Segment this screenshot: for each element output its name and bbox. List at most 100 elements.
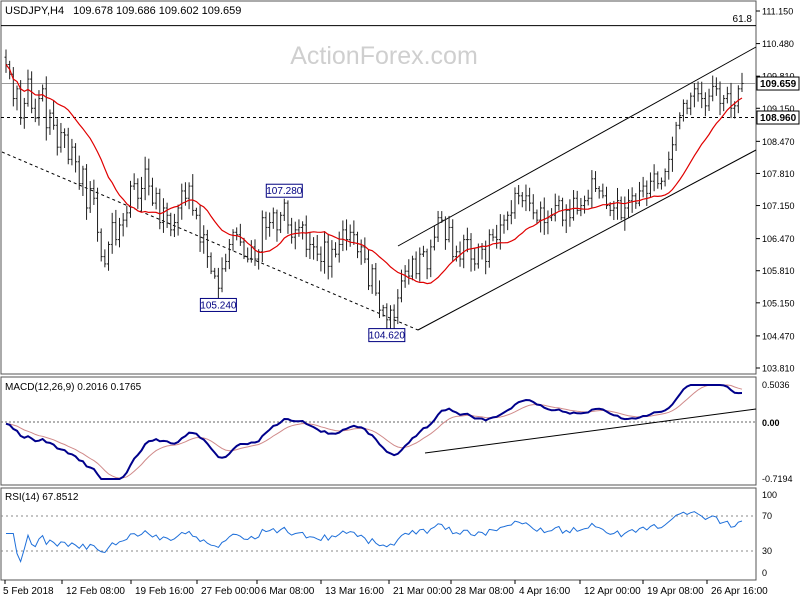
price-bar xyxy=(553,193,557,222)
price-bar xyxy=(612,200,616,221)
level-price-label: 108.960 xyxy=(760,113,797,124)
price-bar xyxy=(528,187,532,212)
price-bar xyxy=(725,86,729,104)
price-bar xyxy=(692,83,696,108)
price-bar xyxy=(315,234,319,262)
price-bar xyxy=(348,224,352,247)
price-tick: 107.810 xyxy=(762,169,795,179)
price-bar xyxy=(323,231,327,274)
price-bar xyxy=(114,209,118,246)
price-bars xyxy=(4,49,744,331)
price-bar xyxy=(238,223,242,246)
price-bar xyxy=(572,190,576,221)
time-tick: 13 Mar 16:00 xyxy=(325,586,384,597)
price-bar xyxy=(367,249,371,291)
price-bar xyxy=(22,97,26,129)
price-bar xyxy=(601,183,605,199)
time-axis: 5 Feb 2018 12 Feb 08:00 19 Feb 16:00 27 Feb… xyxy=(3,580,768,597)
price-bar xyxy=(399,269,403,303)
rsi-tick-100: 100 xyxy=(762,490,777,500)
price-bar xyxy=(443,216,447,250)
price-bar xyxy=(520,192,524,208)
price-bar xyxy=(641,176,645,198)
price-bar xyxy=(150,177,154,206)
price-bar xyxy=(41,84,45,102)
price-bar xyxy=(103,249,107,268)
price-bar xyxy=(118,217,122,248)
time-tick: 5 Feb 2018 xyxy=(3,586,54,597)
macd-signal-line xyxy=(5,384,743,479)
time-tick: 6 Mar 08:00 xyxy=(261,586,315,597)
macd-tick-zero: 0.00 xyxy=(762,418,780,428)
price-bar xyxy=(96,187,100,242)
rsi-panel xyxy=(0,487,757,581)
price-bar xyxy=(231,229,235,251)
price-bar xyxy=(125,205,129,228)
price-bar xyxy=(619,196,623,221)
price-bar xyxy=(169,212,173,237)
price-bar xyxy=(637,181,641,207)
price-bar xyxy=(271,207,275,229)
price-bar xyxy=(356,231,360,259)
price-bar xyxy=(275,209,279,242)
price-bar xyxy=(473,248,477,271)
price-bar xyxy=(696,81,700,102)
price-bar xyxy=(180,183,184,220)
price-bar xyxy=(718,81,722,116)
price-bar xyxy=(99,228,103,262)
price-bar xyxy=(377,280,381,319)
time-tick: 4 Apr 16:00 xyxy=(519,586,571,597)
price-bar xyxy=(465,227,469,253)
price-bar xyxy=(220,257,224,293)
channel-upper-line xyxy=(397,46,757,247)
price-bar xyxy=(227,239,231,270)
price-bar xyxy=(663,168,667,187)
price-bar xyxy=(235,227,239,241)
svg-text:104.620: 104.620 xyxy=(369,331,406,342)
price-bar xyxy=(670,136,674,172)
time-tick: 27 Feb 00:00 xyxy=(201,586,260,597)
price-bar xyxy=(645,180,649,206)
svg-text:105.240: 105.240 xyxy=(200,300,237,311)
price-bar xyxy=(568,199,572,227)
price-bar xyxy=(440,211,444,223)
price-bar xyxy=(44,76,48,141)
price-bar xyxy=(659,177,663,190)
price-bar xyxy=(143,156,147,201)
price-bar xyxy=(381,304,385,317)
price-bar xyxy=(286,200,290,234)
price-bar xyxy=(74,143,78,173)
macd-line xyxy=(5,384,743,480)
price-bar xyxy=(66,127,70,165)
price-bar xyxy=(594,171,598,192)
price-tick: 105.150 xyxy=(762,298,795,308)
price-bar xyxy=(407,259,411,285)
price-bar xyxy=(205,229,209,268)
price-bar xyxy=(626,189,630,219)
price-bar xyxy=(539,201,543,233)
price-bar xyxy=(729,82,733,119)
price-bar xyxy=(630,187,634,213)
price-bar xyxy=(147,158,151,196)
time-tick: 12 Apr 00:00 xyxy=(584,586,641,597)
price-bar xyxy=(345,219,349,251)
price-bar xyxy=(722,94,726,112)
price-bar xyxy=(436,210,440,242)
price-bar xyxy=(253,239,257,266)
price-bar xyxy=(37,90,41,126)
key-point-labels: 107.280 105.240 104.620 xyxy=(199,183,406,343)
price-bar xyxy=(681,99,685,122)
price-bar xyxy=(429,239,433,278)
channel-lower-line xyxy=(417,149,757,331)
price-bar xyxy=(312,237,316,260)
price-bar xyxy=(711,75,715,102)
price-bar xyxy=(623,196,627,231)
price-tick: 105.810 xyxy=(762,266,795,276)
price-bar xyxy=(154,187,158,210)
price-bar xyxy=(542,197,546,235)
price-bar xyxy=(268,212,272,237)
time-tick: 28 Mar 08:00 xyxy=(455,586,514,597)
price-bar xyxy=(359,239,363,265)
price-bar xyxy=(33,98,37,123)
